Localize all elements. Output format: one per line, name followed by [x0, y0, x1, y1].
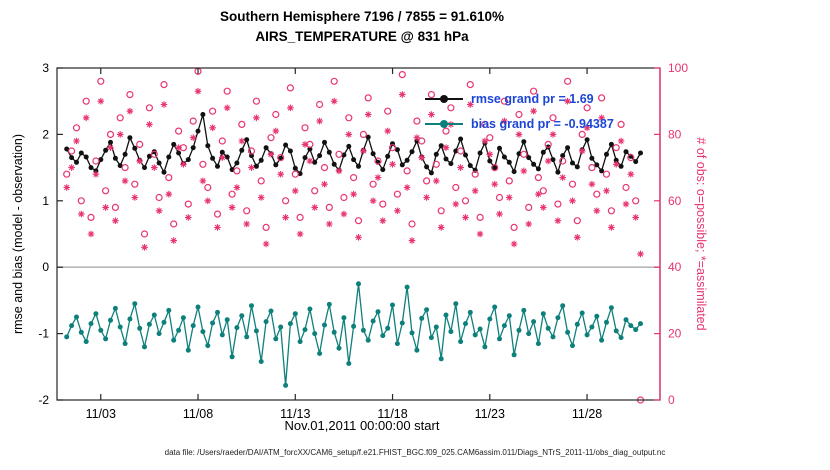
y-axis-label-left: rmse and bias (model - observation): [11, 133, 25, 335]
svg-text:-2: -2: [38, 393, 49, 407]
svg-text:11/08: 11/08: [183, 407, 213, 421]
svg-text:20: 20: [668, 327, 682, 341]
svg-text:0: 0: [668, 393, 675, 407]
svg-text:11/23: 11/23: [475, 407, 505, 421]
svg-text:60: 60: [668, 194, 682, 208]
rmse-line-swatch: [425, 94, 463, 103]
svg-text:80: 80: [668, 127, 682, 141]
y-axis-label-right: # of obs: o=possible; *=assimilated: [694, 137, 708, 331]
legend-label-bias: bias grand pr = -0.94387: [471, 116, 614, 131]
svg-text:-1: -1: [38, 327, 49, 341]
svg-text:11/13: 11/13: [280, 407, 310, 421]
svg-text:3: 3: [42, 61, 49, 75]
legend-row-rmse: rmse grand pr = 1.69: [425, 86, 614, 111]
svg-text:2: 2: [42, 127, 49, 141]
svg-text:1: 1: [42, 194, 49, 208]
legend-label-rmse: rmse grand pr = 1.69: [471, 91, 594, 106]
legend: rmse grand pr = 1.69 bias grand pr = -0.…: [425, 86, 614, 136]
chart-title-line1: Southern Hemisphere 7196 / 7855 = 91.610…: [219, 9, 505, 24]
chart-title-line2: AIRS_TEMPERATURE @ 831 hPa: [255, 29, 469, 44]
svg-text:11/03: 11/03: [86, 407, 116, 421]
data-file-caption: data file: /Users/raeder/DAI/ATM_forcXX/…: [164, 448, 666, 457]
svg-text:40: 40: [668, 260, 682, 274]
svg-text:100: 100: [668, 61, 688, 75]
svg-text:0: 0: [42, 260, 49, 274]
svg-text:11/18: 11/18: [377, 407, 407, 421]
svg-text:11/28: 11/28: [572, 407, 602, 421]
bias-line-swatch: [425, 119, 463, 128]
legend-row-bias: bias grand pr = -0.94387: [425, 111, 614, 136]
x-axis-label: Nov.01,2011 00:00:00 start: [284, 418, 440, 433]
